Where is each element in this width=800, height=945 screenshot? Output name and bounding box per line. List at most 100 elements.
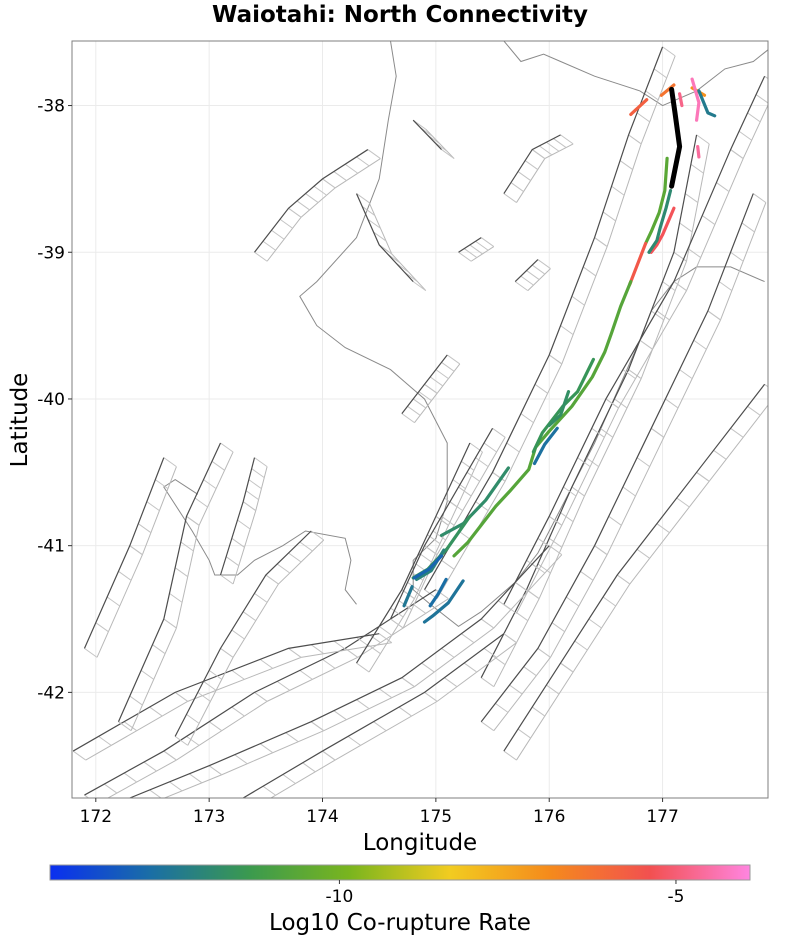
fault-panel-rib [123, 721, 138, 732]
fault-panel-rib [254, 691, 268, 702]
fault-panel-rib [231, 537, 245, 548]
fault-panel-rib [367, 149, 381, 159]
fault-panel-rib [577, 457, 591, 468]
x-axis-title: Longitude [363, 830, 477, 856]
fault-panel-rib [673, 251, 687, 262]
fault-panel-rib [285, 732, 299, 743]
fault-panel-rib [271, 229, 285, 240]
fault-panel-rib [424, 691, 438, 702]
fault-panel-rib [310, 530, 325, 541]
fault-panel-rib [636, 548, 650, 559]
fault-panel-rib [639, 339, 653, 350]
fault-panel-rib [764, 75, 768, 80]
fault-trace [356, 442, 471, 664]
fault-panel-rib [591, 427, 605, 438]
x-tick-label: 177 [646, 807, 678, 827]
fault-panel-rib [310, 721, 325, 732]
fault-panel-rib [520, 275, 534, 286]
fault-panel-rib [531, 706, 546, 717]
fault-panel-rib [407, 581, 421, 592]
fault-panel-rib [441, 515, 455, 526]
fault-panel-rib [146, 501, 160, 512]
fault-panel-rib [259, 658, 274, 669]
fault-panel-rib [390, 618, 404, 629]
corupture-fault [532, 426, 559, 466]
fault-panel-rib [149, 706, 163, 717]
fault-panel-rib [537, 647, 551, 658]
fault-panel-rib [747, 112, 761, 123]
fault-panel-rib [208, 721, 223, 732]
corupture-fault [422, 579, 465, 624]
fault-panel-rib [347, 735, 361, 746]
fault-panel-rib [611, 185, 625, 196]
gridlines [72, 41, 768, 798]
fault-panel-rib [163, 618, 177, 629]
fault-panel-rib [602, 211, 616, 222]
fault-panel-rib [398, 706, 412, 717]
fault-panel-rib [764, 383, 768, 388]
fault-panel-rib [546, 684, 560, 695]
fault-panel-rib [524, 160, 539, 170]
fault-panel-rib [310, 644, 325, 655]
fault-panel-rib [322, 750, 336, 761]
fault-trace [389, 428, 494, 620]
corupture-fault [659, 83, 676, 97]
fault-panel-rib [602, 596, 616, 607]
fault-panel-rib [537, 259, 551, 269]
fault-panel-rib [424, 545, 438, 556]
fault-panel-rib [679, 222, 693, 233]
colorbar-title: Log10 Co-rupture Rate [269, 910, 531, 936]
corupture-fault [452, 280, 633, 558]
fault-panel-rib [356, 193, 370, 203]
fault-panel-rib [531, 149, 546, 159]
fault-panel-rib [118, 721, 132, 732]
fault-panel-rib [548, 354, 563, 365]
fault-panel-rib [461, 633, 475, 644]
fault-panel-rib [373, 721, 387, 732]
fault-panel-rib [483, 647, 497, 658]
fault-panel-rib [220, 574, 234, 585]
axis-ticks: 172 173 174 175 176 177 -38 -39 -40 -41 -42 [37, 97, 679, 827]
corupture-fault [428, 577, 448, 608]
fault-panel-rib [676, 497, 690, 508]
fault-panel-rib [650, 427, 665, 438]
fault-panel-rib [517, 171, 531, 181]
x-tick-label: 176 [533, 807, 565, 827]
fault-panel-rib [186, 735, 200, 746]
fault-panel-rib [730, 427, 744, 438]
fault-panel-rib [243, 797, 245, 798]
fault-panel-rib [138, 523, 152, 534]
fault-panel-rib [106, 596, 121, 607]
fault-panel-rib [452, 479, 466, 490]
fault-panel-rib [407, 405, 421, 416]
fault-panel-rib [548, 515, 563, 526]
fault-panel-rib [254, 251, 268, 262]
fault-panel-rib [656, 523, 670, 534]
fault-panel-rib [560, 662, 574, 673]
fault-panel-rib [514, 611, 529, 622]
corupture-fault [629, 98, 649, 117]
fault-panel-rib [755, 94, 768, 104]
fault-panel-rib [123, 772, 138, 783]
fault-trace [355, 193, 414, 283]
fault-panel-rib [571, 295, 585, 306]
fault-panel-rib [220, 442, 234, 453]
fault-panel-rib [421, 662, 435, 673]
corupture-fault [439, 466, 510, 538]
fault-panel-rib [444, 677, 458, 688]
fault-panel-rib [475, 457, 489, 468]
corupture-fault [412, 554, 444, 580]
colorbar-ticks: -10 -5 [326, 880, 684, 907]
fault-panel-rib [582, 266, 597, 277]
fault-panel-rib [231, 706, 245, 717]
fault-panel-rib [95, 622, 109, 633]
fault-panel-rib [687, 248, 701, 258]
fault-panel-rib [152, 644, 166, 655]
fault-panel-rib [262, 785, 276, 796]
fault-panel-rib [373, 231, 387, 242]
source-fault-group [669, 86, 683, 189]
fault-panel-rib [510, 182, 524, 192]
fault-panel-rib [435, 369, 449, 380]
fault-panel-rib [174, 691, 189, 702]
y-tick-label: -41 [37, 537, 65, 557]
